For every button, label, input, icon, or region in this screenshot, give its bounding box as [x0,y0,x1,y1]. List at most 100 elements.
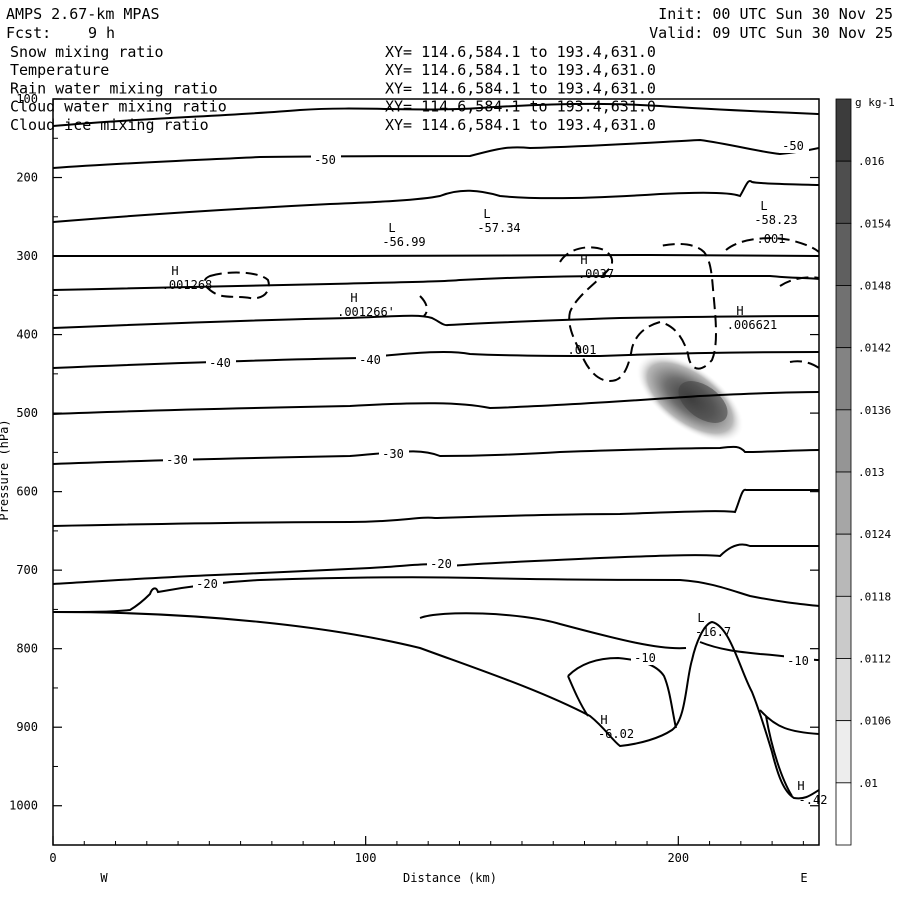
extremum-value: .0037 [578,267,614,281]
y-tick-label: 200 [16,171,38,185]
extremum-value: -.42 [799,793,828,807]
colorbar-label: .0148 [858,280,891,293]
y-tick-label: 600 [16,485,38,499]
colorbar-swatch [835,347,852,411]
field-name: Temperature [10,61,109,79]
y-axis-label: Pressure (hPa) [0,419,11,520]
x-axis: 0 100 200 [49,836,804,865]
colorbar-label: .0112 [858,653,891,666]
field-name: Snow mixing ratio [10,43,164,61]
label-bg [427,558,457,571]
label-bg [311,154,341,167]
y-tick-label: 700 [16,563,38,577]
label-bg [779,140,809,153]
y-axis: 100 200 300 400 500 600 700 800 900 1000 [9,92,819,846]
contour-labels: -50-50-40 -40-30 -30-20-20-10 -10L-56.99L-5… [162,139,828,807]
temperature-contour-label: -20 [430,557,452,571]
extremum-value: -58.23 [754,213,797,227]
y-tick-label: 400 [16,328,38,342]
label-bg [163,454,193,467]
colorbar-swatch [835,595,852,659]
colorbar-swatch [835,285,852,349]
snow-shading [636,354,744,442]
extremum-marker: L [388,221,395,235]
x-tick-label: 200 [667,851,689,865]
forecast-value: 9 h [88,24,115,42]
extremum-marker: L [697,611,704,625]
colorbar-unit: g kg-1 [855,96,895,109]
colorbar-swatch [835,409,852,473]
extremum-marker: H [580,253,587,267]
colorbar-label: .016 [858,155,885,168]
colorbar-label: .0118 [858,590,891,603]
cloud-contour-label: .001 [757,232,786,246]
cloud-contour-label: .001 [568,343,597,357]
extremum-value: -57.34 [477,221,520,235]
temperature-contours [53,102,819,800]
extremum-value: .001268 [162,278,213,292]
colorbar-label: .01 [858,777,878,790]
y-tick-label: 800 [16,642,38,656]
colorbar-swatch [835,658,852,722]
y-tick-label: 1000 [9,799,38,813]
valid-time: Valid: 09 UTC Sun 30 Nov 25 [649,24,893,42]
extremum-marker: H [171,264,178,278]
extremum-value: -16.7 [695,625,731,639]
extremum-marker: H [797,779,804,793]
field-xy: XY= 114.6,584.1 to 193.4,631.0 [385,79,656,97]
x-axis-label: Distance (km) [403,871,497,885]
colorbar-swatch [835,782,852,846]
colorbar-label: .013 [858,466,885,479]
init-time: Init: 00 UTC Sun 30 Nov 25 [658,5,893,23]
west-label: W [100,871,108,885]
y-tick-label: 300 [16,249,38,263]
field-xy: XY= 114.6,584.1 to 193.4,631.0 [385,43,656,61]
cloud-ice-contours [203,237,819,382]
field-xy: XY= 114.6,584.1 to 193.4,631.0 [385,116,656,134]
colorbar-label: .0142 [858,342,891,355]
temperature-contour-label: -30 [382,447,404,461]
extremum-value: .001266' [337,305,395,319]
label-bg [784,655,814,668]
field-xy: XY= 114.6,584.1 to 193.4,631.0 [385,61,656,79]
temperature-contour-label: -40 [359,353,381,367]
colorbar-label: .0154 [858,217,891,230]
extremum-marker: H [350,291,357,305]
y-tick-label: 900 [16,720,38,734]
y-tick-label: 500 [16,406,38,420]
extremum-marker: H [600,713,607,727]
colorbar-swatch [835,471,852,535]
colorbar-swatch [835,98,852,162]
label-bg [631,652,661,665]
field-name: Cloud water mixing ratio [10,98,227,116]
colorbar-swatch [835,222,852,286]
extremum-marker: L [483,207,490,221]
chart-title: AMPS 2.67-km MPAS [6,5,160,23]
x-tick-label: 100 [355,851,377,865]
label-bg [356,354,386,367]
extremum-value: -6.02 [598,727,634,741]
temperature-contour-label: -50 [782,139,804,153]
colorbar-swatch [835,160,852,224]
label-bg [379,448,409,461]
temperature-contour-label: -50 [314,153,336,167]
label-bg [206,357,236,370]
colorbar-label: .0106 [858,715,891,728]
temperature-contour-label: -40 [209,356,231,370]
colorbar-label: .0136 [858,404,891,417]
forecast-label: Fcst: [6,24,51,42]
colorbar: g kg-1 .016 .0154 .0148 .0142 .0136 .013 .0124… [835,96,895,846]
plot-frame [52,98,820,846]
y-tick-label: 100 [16,92,38,106]
x-tick-label: 0 [49,851,56,865]
extremum-value: -56.99 [382,235,425,249]
field-list: Snow mixing ratio XY= 114.6,584.1 to 193.… [10,43,656,134]
temperature-contour-label: -20 [196,577,218,591]
colorbar-label: .0124 [858,528,891,541]
east-label: E [800,871,807,885]
extremum-marker: H [736,304,743,318]
field-name: Rain water mixing ratio [10,79,218,97]
extremum-value: .006621 [727,318,778,332]
extremum-marker: L [760,199,767,213]
